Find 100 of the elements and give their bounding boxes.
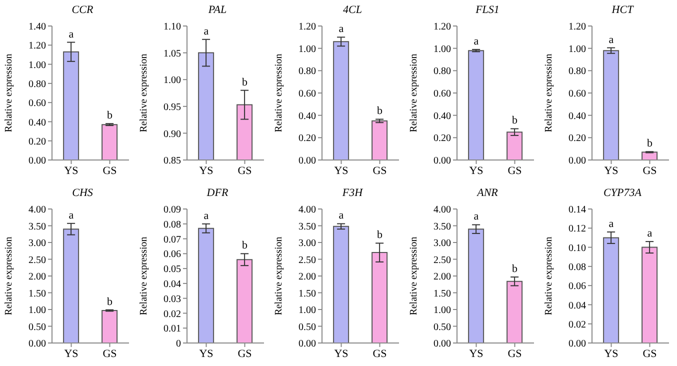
- x-tick-label: YS: [334, 348, 348, 360]
- annotation: a: [68, 28, 74, 40]
- y-tick-label: 0.03: [164, 294, 181, 305]
- chart-title: ANR: [476, 186, 499, 201]
- x-tick-label: YS: [604, 348, 618, 360]
- y-axis-title: Relative expression: [408, 54, 420, 132]
- chart-title: FLS1: [474, 3, 500, 18]
- y-tick-label: 0.08: [164, 219, 181, 230]
- annotation: a: [608, 218, 614, 230]
- y-tick-label: 1.40: [28, 22, 46, 33]
- y-tick-label: 1.20: [434, 22, 451, 33]
- x-tick-label: GS: [372, 164, 387, 177]
- annotation: a: [204, 210, 209, 222]
- y-tick-label: 4.00: [298, 204, 316, 216]
- x-tick-label: YS: [469, 164, 484, 177]
- chart-title: CHS: [71, 186, 94, 201]
- y-tick-label: 0.00: [28, 156, 46, 167]
- x-tick-label: YS: [604, 164, 618, 177]
- y-tick-label: 1.00: [28, 305, 46, 316]
- y-tick-label: 0.20: [434, 133, 451, 144]
- x-tick-label: YS: [64, 164, 78, 177]
- annotation: b: [377, 105, 383, 118]
- y-tick-label: 0.06: [164, 249, 181, 260]
- y-tick-label: 0.20: [298, 133, 316, 144]
- y-tick-label: 1.00: [298, 44, 316, 55]
- y-tick-label: 1.00: [434, 305, 451, 316]
- annotation: b: [512, 263, 518, 276]
- x-tick-label: YS: [334, 164, 348, 177]
- y-tick-label: 3.00: [28, 238, 46, 250]
- x-tick-label: GS: [642, 348, 657, 360]
- annotation: b: [107, 296, 113, 308]
- y-tick-label: 2.00: [28, 272, 46, 283]
- x-tick-label: GS: [238, 164, 252, 177]
- annotation: a: [608, 34, 614, 46]
- x-tick-label: YS: [199, 164, 214, 177]
- y-tick-label: 0.60: [434, 88, 451, 100]
- y-tick-label: 1.00: [28, 60, 46, 71]
- x-tick-label: GS: [642, 164, 657, 177]
- y-tick-label: 0.08: [568, 262, 586, 273]
- y-tick-label: 4.00: [28, 204, 46, 216]
- y-tick-label: 0.00: [434, 338, 451, 350]
- y-tick-label: 0.04: [164, 278, 181, 290]
- annotation: b: [242, 76, 248, 88]
- y-axis-title: Relative expression: [544, 54, 555, 132]
- y-tick-label: 0.09: [164, 204, 181, 216]
- y-tick-label: 1.05: [164, 48, 181, 60]
- y-tick-label: 1.20: [28, 40, 46, 52]
- y-tick-label: 2.00: [434, 272, 451, 283]
- chart-title: F3H: [341, 186, 364, 201]
- y-tick-label: 0.80: [434, 66, 451, 78]
- y-tick-label: 0.07: [164, 234, 181, 246]
- y-tick-label: 0.10: [568, 242, 586, 254]
- y-tick-label: 3.00: [298, 238, 316, 250]
- y-tick-label: 0.02: [164, 308, 181, 320]
- y-tick-label: 1.10: [164, 22, 181, 33]
- y-tick-label: 0.00: [568, 156, 586, 167]
- y-tick-label: 1.20: [568, 22, 586, 33]
- y-axis-title: Relative expression: [274, 54, 285, 132]
- annotation: a: [338, 210, 344, 222]
- y-tick-label: 0.01: [164, 324, 181, 335]
- y-tick-label: 1.50: [434, 288, 451, 300]
- y-tick-label: 1.50: [28, 288, 46, 300]
- y-tick-label: 0.85: [164, 156, 181, 167]
- annotation: a: [338, 23, 344, 36]
- y-tick-label: 0.00: [568, 338, 586, 350]
- x-tick-label: GS: [372, 348, 387, 360]
- x-tick-label: YS: [469, 348, 484, 360]
- y-tick-label: 0.50: [434, 322, 451, 333]
- y-tick-label: 0.50: [28, 322, 46, 333]
- y-tick-label: 3.00: [434, 238, 451, 250]
- annotation: b: [107, 110, 113, 122]
- x-tick-label: GS: [508, 348, 522, 360]
- y-tick-label: 0.50: [298, 322, 316, 333]
- y-tick-label: 0.05: [164, 264, 181, 276]
- chart-title: CCR: [70, 3, 94, 18]
- y-tick-label: 2.50: [28, 254, 46, 266]
- y-tick-label: 4.00: [434, 204, 451, 216]
- y-axis-title: Relative expression: [544, 236, 555, 316]
- y-tick-label: 3.50: [28, 221, 46, 232]
- y-axis-title: Relative expression: [138, 54, 150, 132]
- annotation: b: [377, 229, 383, 242]
- y-tick-label: 0.20: [568, 133, 586, 144]
- y-tick-label: 1.00: [298, 305, 316, 316]
- y-tick-label: 0.14: [568, 204, 586, 216]
- y-tick-label: 0.60: [568, 88, 586, 100]
- y-tick-label: 2.00: [298, 272, 316, 283]
- y-tick-label: 1.00: [568, 44, 586, 55]
- chart-title: PAL: [207, 3, 228, 18]
- y-axis-title: Relative expression: [138, 236, 150, 316]
- y-tick-label: 3.50: [434, 221, 451, 232]
- x-tick-label: GS: [508, 164, 522, 177]
- annotation: a: [474, 210, 479, 223]
- chart-title: HCT: [610, 3, 635, 18]
- chart-title: 4CL: [342, 3, 363, 18]
- y-tick-label: 0.90: [164, 128, 181, 140]
- x-tick-label: YS: [199, 348, 214, 360]
- x-tick-label: GS: [102, 164, 117, 177]
- y-tick-label: 2.50: [434, 254, 451, 266]
- chart-title: CYP73A: [602, 186, 642, 201]
- annotation: a: [68, 209, 74, 222]
